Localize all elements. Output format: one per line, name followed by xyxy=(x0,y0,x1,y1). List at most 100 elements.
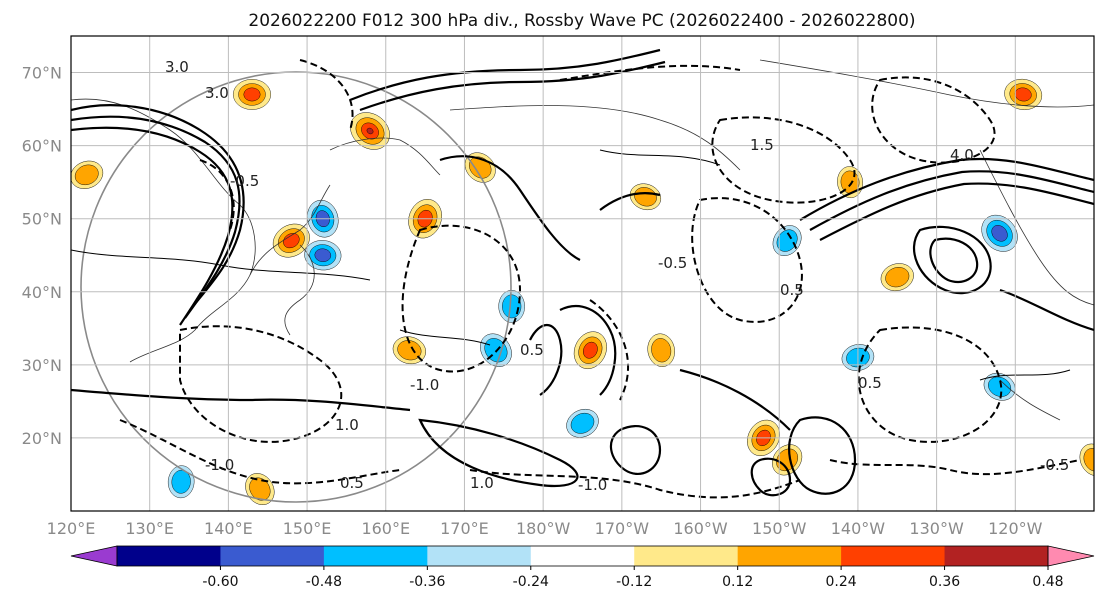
shade-level xyxy=(502,294,522,319)
shade-level xyxy=(885,267,910,288)
shade-level xyxy=(243,87,261,102)
contour-label: 3.0 xyxy=(165,58,189,76)
contour-label: 0.5 xyxy=(340,474,364,492)
colorbar-segment xyxy=(427,546,532,566)
colorbar-tick-label: -0.48 xyxy=(306,574,342,590)
lon-tick-label: 160°W xyxy=(673,519,728,538)
colorbar-frame xyxy=(116,545,1049,567)
colorbar-tick-label: 0.12 xyxy=(722,574,753,590)
shaded-feature xyxy=(272,223,310,258)
coastlines xyxy=(71,59,1094,421)
map-frame xyxy=(70,35,1095,512)
shaded-feature xyxy=(304,240,342,271)
shaded-feature xyxy=(498,290,525,323)
longitude-labels: 120°E 130°E 140°E 150°E 160°E 170°E 180°W 170°W… xyxy=(47,519,1043,538)
colorbar-extend-max xyxy=(1047,545,1095,567)
latitude-labels: 70°N 60°N 50°N 40°N 30°N 20°N xyxy=(22,64,62,448)
colorbar-tick-label: -0.60 xyxy=(202,574,238,590)
contour-label: -0.5 xyxy=(1040,456,1069,474)
contour-label: 1.5 xyxy=(750,136,774,154)
shade-level xyxy=(283,233,300,249)
contour-label: 1.0 xyxy=(470,474,494,492)
colorbar-tick-label: 0.36 xyxy=(929,574,960,590)
lon-tick-label: 160°E xyxy=(361,519,410,538)
lon-tick-label: 120°W xyxy=(988,519,1043,538)
contour-label: -0.5 xyxy=(658,254,687,272)
lon-tick-label: 130°W xyxy=(909,519,964,538)
shade-level xyxy=(651,338,672,363)
contour-label: -1.0 xyxy=(410,376,439,394)
shade-level xyxy=(397,340,422,361)
colorbar-segment xyxy=(737,546,842,566)
gridlines xyxy=(71,36,1094,511)
shade-level xyxy=(314,248,332,262)
contour-label: 3.0 xyxy=(205,84,229,102)
contour-label: -0.5 xyxy=(230,172,259,190)
shade-level xyxy=(570,412,595,434)
contour-label: -1.0 xyxy=(205,456,234,474)
colorbar-segment xyxy=(117,546,221,566)
colorbar-tick-label: -0.24 xyxy=(513,574,549,590)
shaded-feature xyxy=(772,225,802,256)
shaded-feature xyxy=(647,333,675,367)
lat-tick-label: 50°N xyxy=(22,210,62,229)
divergence-shading xyxy=(71,78,1094,505)
map-area: 3.0 -0.5 0.5 -1.0 1.0 -0.5 0.5 -0.5 3.0 … xyxy=(71,36,1094,511)
contour-label: 1.0 xyxy=(335,416,359,434)
shade-level xyxy=(366,127,374,135)
colorbar-segment xyxy=(323,546,428,566)
shaded-feature xyxy=(232,79,271,110)
contour-label: 0.5 xyxy=(780,281,804,299)
range-circle xyxy=(80,71,512,503)
chart-title: 2026022200 F012 300 hPa div., Rossby Wav… xyxy=(248,11,915,31)
lon-tick-label: 120°E xyxy=(47,519,96,538)
colorbar-extend-min xyxy=(70,545,118,567)
shaded-feature xyxy=(71,160,104,189)
shade-level xyxy=(74,164,99,186)
colorbar-tick-labels: -0.60 -0.48 -0.36 -0.24 -0.12 0.12 0.24 0.36 0.4… xyxy=(202,566,1064,590)
shaded-feature xyxy=(573,331,607,370)
lon-tick-label: 180°W xyxy=(516,519,571,538)
lon-tick-label: 150°E xyxy=(283,519,332,538)
shaded-feature xyxy=(983,372,1016,401)
solid-contours xyxy=(71,48,1094,497)
lat-tick-label: 20°N xyxy=(22,429,62,448)
shade-level xyxy=(988,376,1012,397)
lon-tick-label: 130°E xyxy=(125,519,174,538)
colorbar-tick-label: 0.48 xyxy=(1032,574,1063,590)
colorbar-segment xyxy=(530,546,635,566)
colorbar-segment xyxy=(841,546,946,566)
lat-tick-label: 30°N xyxy=(22,356,62,375)
shaded-feature xyxy=(167,465,195,499)
contour-label: 0.5 xyxy=(520,341,544,359)
lon-tick-label: 140°W xyxy=(831,519,886,538)
shaded-feature xyxy=(464,152,496,183)
colorbar xyxy=(70,545,1095,567)
colorbar-segment xyxy=(634,546,739,566)
lat-tick-label: 70°N xyxy=(22,64,62,83)
colorbar-segment xyxy=(220,546,325,566)
contour-label: -1.0 xyxy=(578,476,607,494)
shaded-feature xyxy=(566,408,599,438)
contour-label: 0.5 xyxy=(858,374,882,392)
shaded-feature xyxy=(747,419,780,457)
dashed-contours xyxy=(119,59,1081,499)
contour-labels: 3.0 -0.5 0.5 -1.0 1.0 -0.5 0.5 -0.5 3.0 … xyxy=(165,58,1069,494)
thin-contours xyxy=(71,149,1071,381)
colorbar-segment xyxy=(944,546,1049,566)
colorbar-tick-label: -0.36 xyxy=(409,574,445,590)
shade-level xyxy=(582,341,598,359)
colorbar-tick-label: 0.24 xyxy=(826,574,857,590)
lon-tick-label: 140°E xyxy=(204,519,253,538)
shaded-feature xyxy=(981,214,1018,252)
contour-label: 4.0 xyxy=(950,146,974,164)
lon-tick-label: 170°E xyxy=(440,519,489,538)
shaded-feature xyxy=(629,183,662,211)
shade-level xyxy=(991,225,1008,242)
lat-tick-label: 60°N xyxy=(22,137,62,156)
shaded-feature xyxy=(880,263,914,292)
lon-tick-label: 170°W xyxy=(595,519,650,538)
colorbar-tick-label: -0.12 xyxy=(616,574,652,590)
lat-tick-label: 40°N xyxy=(22,283,62,302)
